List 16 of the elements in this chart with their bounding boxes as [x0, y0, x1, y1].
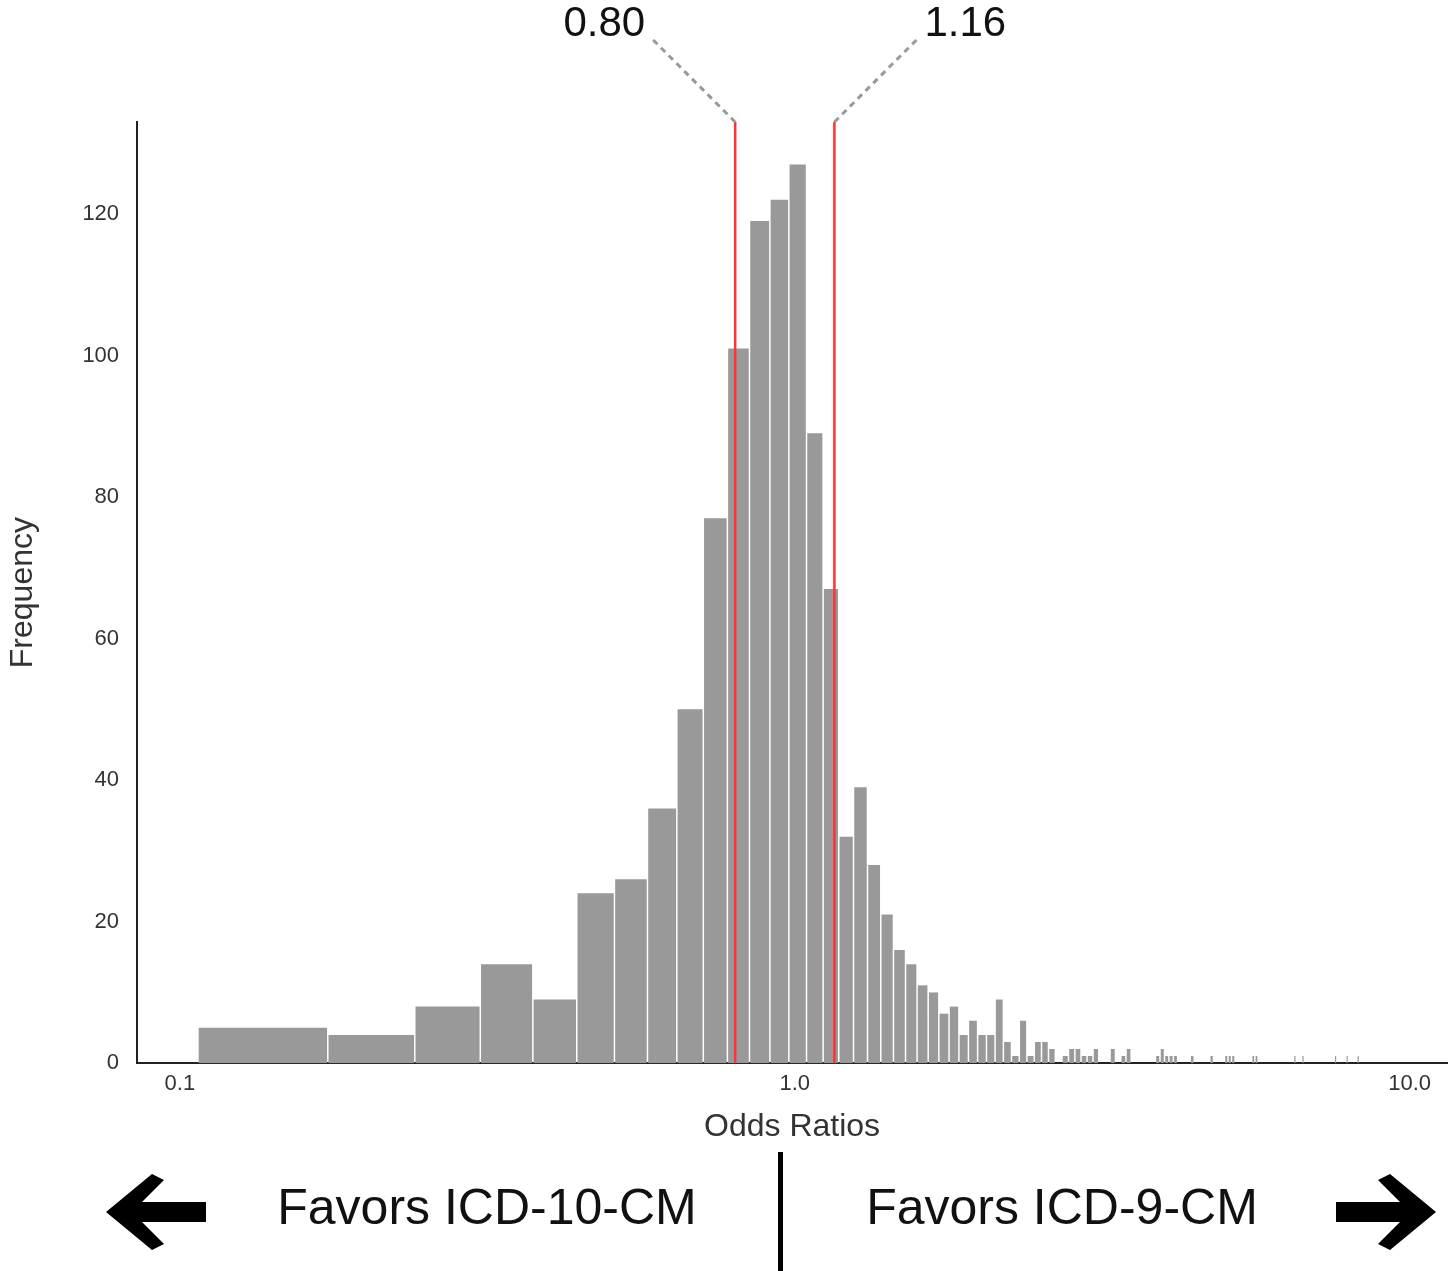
text: Favors ICD-9-CM [866, 1178, 1258, 1236]
x-axis-title: Odds Ratios [704, 1106, 881, 1143]
x-tick-label: 1.0 [779, 1070, 811, 1096]
ref-line-label: 1.16 [924, 0, 1007, 45]
y-tick-label: 0 [106, 1049, 120, 1075]
y-tick-label: 120 [82, 200, 120, 226]
text: Favors ICD-10-CM [277, 1178, 697, 1236]
y-tick-label: 60 [94, 624, 120, 650]
ref-line-label: 0.80 [563, 0, 646, 45]
y-tick-label: 100 [82, 341, 120, 367]
x-tick-label: 10.0 [1388, 1070, 1432, 1096]
x-tick-label: 0.1 [164, 1070, 196, 1096]
y-axis-title: Frequency [3, 517, 40, 669]
y-tick-label: 40 [94, 766, 120, 792]
y-tick-label: 80 [94, 483, 120, 509]
y-tick-label: 20 [94, 907, 120, 933]
